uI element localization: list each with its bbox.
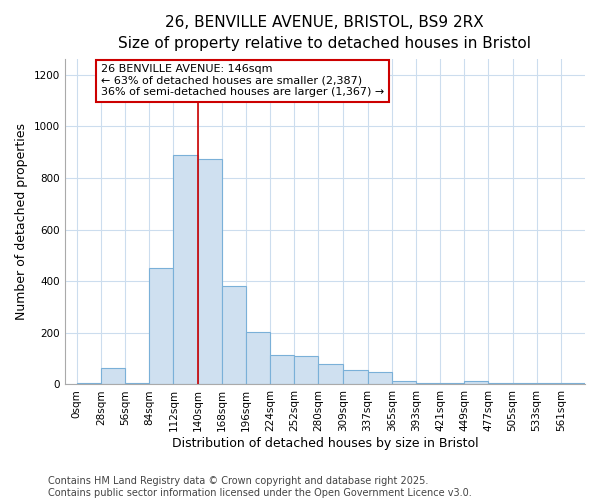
Bar	[197, 158, 222, 384]
Bar	[561, 383, 585, 384]
Bar	[294, 356, 319, 384]
Text: Contains HM Land Registry data © Crown copyright and database right 2025.
Contai: Contains HM Land Registry data © Crown c…	[48, 476, 472, 498]
Bar	[536, 383, 561, 384]
Text: 26 BENVILLE AVENUE: 146sqm
← 63% of detached houses are smaller (2,387)
36% of s: 26 BENVILLE AVENUE: 146sqm ← 63% of deta…	[101, 64, 384, 98]
Bar	[488, 383, 512, 384]
Bar	[222, 286, 246, 384]
Bar	[392, 380, 416, 384]
X-axis label: Distribution of detached houses by size in Bristol: Distribution of detached houses by size …	[172, 437, 478, 450]
Bar	[77, 383, 101, 384]
Bar	[246, 332, 270, 384]
Bar	[464, 380, 488, 384]
Bar	[416, 383, 440, 384]
Bar	[270, 355, 294, 384]
Bar	[512, 383, 536, 384]
Bar	[149, 268, 173, 384]
Bar	[343, 370, 368, 384]
Bar	[368, 372, 392, 384]
Bar	[173, 154, 197, 384]
Bar	[319, 364, 343, 384]
Bar	[101, 368, 125, 384]
Bar	[440, 383, 464, 384]
Title: 26, BENVILLE AVENUE, BRISTOL, BS9 2RX
Size of property relative to detached hous: 26, BENVILLE AVENUE, BRISTOL, BS9 2RX Si…	[118, 15, 532, 51]
Bar	[125, 383, 149, 384]
Y-axis label: Number of detached properties: Number of detached properties	[15, 124, 28, 320]
